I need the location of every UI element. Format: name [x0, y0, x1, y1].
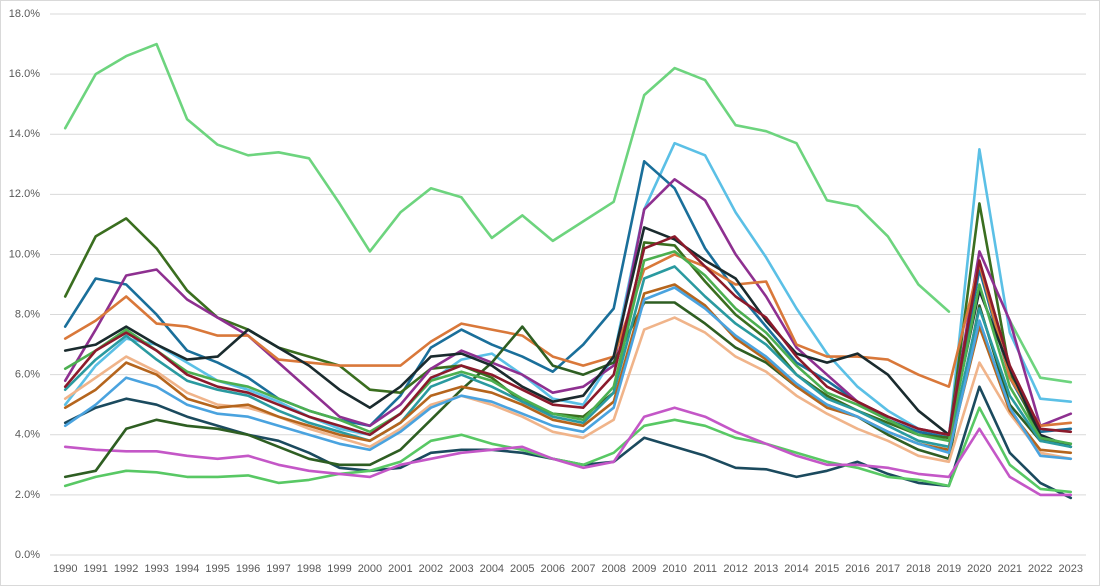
- series-line: [63, 235, 1073, 437]
- x-tick-label: 1996: [236, 563, 260, 575]
- x-tick-label: 2017: [876, 563, 900, 575]
- x-tick-label: 2016: [845, 563, 869, 575]
- x-tick-label: 2001: [388, 563, 412, 575]
- x-tick-label: 2020: [967, 563, 991, 575]
- y-tick-label: 8.0%: [15, 308, 40, 320]
- x-tick-label: 2007: [571, 563, 595, 575]
- y-tick-label: 12.0%: [9, 188, 40, 200]
- series-line: [63, 160, 1073, 440]
- series-line: [63, 141, 1073, 440]
- y-tick-label: 6.0%: [15, 369, 40, 381]
- series-line: [63, 406, 1073, 497]
- x-tick-label: 2005: [510, 563, 534, 575]
- x-tick-label: 2011: [693, 563, 717, 575]
- series-line: [63, 406, 1073, 494]
- x-tick-label: 2014: [784, 563, 808, 575]
- x-tick-label: 2013: [754, 563, 778, 575]
- series-line: [63, 42, 1073, 384]
- x-tick-label: 1992: [114, 563, 138, 575]
- series-line: [63, 253, 1073, 428]
- x-tick-label: 1993: [144, 563, 168, 575]
- x-tick-label: 2023: [1059, 563, 1083, 575]
- y-tick-label: 14.0%: [9, 128, 40, 140]
- x-tick-label: 1999: [327, 563, 351, 575]
- series-line: [63, 250, 1073, 446]
- y-tick-label: 10.0%: [9, 248, 40, 260]
- x-tick-label: 1991: [83, 563, 107, 575]
- x-tick-label: 2003: [449, 563, 473, 575]
- x-tick-label: 1998: [297, 563, 321, 575]
- x-tick-label: 1997: [266, 563, 290, 575]
- series-line: [63, 226, 1073, 449]
- x-tick-label: 2018: [906, 563, 930, 575]
- x-tick-label: 2004: [480, 563, 504, 575]
- x-tick-label: 2012: [723, 563, 747, 575]
- x-tick-label: 2019: [937, 563, 961, 575]
- x-tick-label: 2021: [998, 563, 1022, 575]
- series-line: [63, 286, 1073, 461]
- x-tick-label: 2002: [419, 563, 443, 575]
- x-tick-label: 1994: [175, 563, 199, 575]
- series-line: [63, 301, 1073, 479]
- x-tick-label: 2008: [601, 563, 625, 575]
- y-tick-label: 0.0%: [15, 549, 40, 561]
- x-tick-label: 2009: [632, 563, 656, 575]
- x-tick-label: 2000: [358, 563, 382, 575]
- x-tick-label: 1990: [53, 563, 77, 575]
- y-tick-label: 2.0%: [15, 489, 40, 501]
- x-tick-label: 2010: [662, 563, 686, 575]
- y-tick-label: 16.0%: [9, 68, 40, 80]
- y-tick-label: 18.0%: [9, 8, 40, 20]
- x-tick-label: 1995: [205, 563, 229, 575]
- series-line: [63, 265, 1073, 449]
- x-tick-label: 2022: [1028, 563, 1052, 575]
- x-tick-label: 2006: [541, 563, 565, 575]
- y-tick-label: 4.0%: [15, 429, 40, 441]
- series-line: [63, 202, 1073, 449]
- x-tick-label: 2015: [815, 563, 839, 575]
